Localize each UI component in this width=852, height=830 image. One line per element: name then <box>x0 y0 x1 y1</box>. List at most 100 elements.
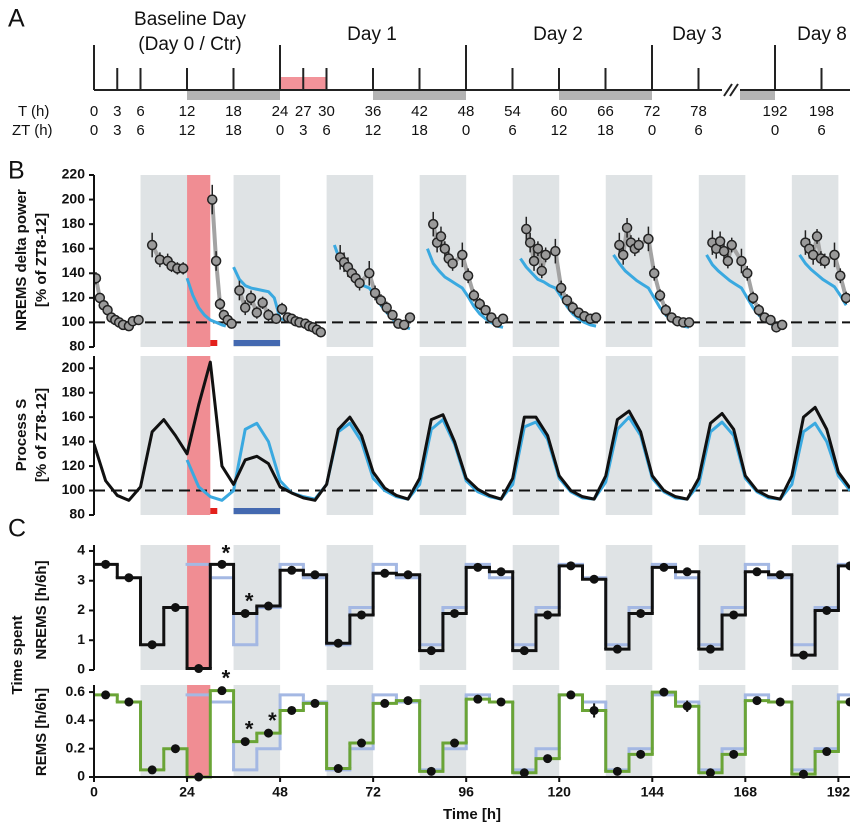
zt-tick-label: 0 <box>771 122 779 139</box>
data-point <box>435 231 447 242</box>
t-tick-label: 78 <box>690 103 707 120</box>
y-tick-label: 140 <box>62 432 86 448</box>
data-point <box>519 646 529 656</box>
sleep-deprivation <box>187 545 211 670</box>
y-tick-label: 0.6 <box>66 683 86 699</box>
sd-bar <box>210 340 218 346</box>
data-point <box>439 243 451 254</box>
data-point <box>705 644 715 654</box>
dark-period <box>791 175 839 347</box>
panel-label: A <box>8 5 25 33</box>
day-label: Day 8 <box>797 24 847 45</box>
data-point <box>659 687 669 697</box>
zt-tick-label: 0 <box>648 122 656 139</box>
data-point <box>540 249 551 261</box>
data-point <box>245 292 257 304</box>
data-point <box>354 277 365 289</box>
zt-tick-label: 3 <box>113 122 121 139</box>
data-point <box>170 603 180 612</box>
dark-period <box>605 175 653 347</box>
y-tick-label: 80 <box>69 506 85 522</box>
data-point <box>263 728 273 738</box>
data-point <box>287 565 297 575</box>
data-point <box>480 304 491 316</box>
y-tick-label: 0 <box>77 661 85 677</box>
data-point <box>403 570 413 580</box>
data-point <box>765 314 776 326</box>
x-tick-label: 96 <box>458 784 474 800</box>
data-point <box>426 766 436 776</box>
data-point <box>521 223 532 235</box>
zt-tick-label: 12 <box>551 122 568 139</box>
t-tick-label: 27 <box>295 103 312 120</box>
data-point <box>94 272 102 284</box>
data-point <box>427 218 439 230</box>
zt-tick-label: 6 <box>508 122 516 139</box>
data-point <box>457 249 468 261</box>
data-point <box>718 245 730 257</box>
y-tick-label: 180 <box>62 383 86 399</box>
data-point <box>589 705 599 715</box>
t-tick-label: 192 <box>762 103 787 120</box>
data-point <box>840 292 850 304</box>
data-point <box>550 245 561 257</box>
sleep-deprivation <box>187 175 211 347</box>
x-tick-label: 24 <box>179 784 195 800</box>
data-point <box>357 610 367 620</box>
y-axis-label: NREMS [h/6h] <box>33 560 50 659</box>
data-point <box>263 601 273 611</box>
data-point <box>240 608 250 618</box>
x-axis-label: Time [h] <box>443 806 501 823</box>
dark-period <box>698 356 746 515</box>
y-axis-label: [% of ZT8-12] <box>33 388 50 482</box>
t-tick-label: 48 <box>458 103 475 120</box>
data-point <box>206 194 218 205</box>
row-label: ZT (h) <box>12 122 53 139</box>
t-tick-label: 12 <box>179 103 196 120</box>
data-point <box>742 268 753 279</box>
sleep-deprivation <box>187 685 211 777</box>
zt-tick-label: 6 <box>694 122 702 139</box>
data-point <box>462 270 474 281</box>
x-tick-label: 144 <box>641 784 665 800</box>
data-point <box>543 610 553 620</box>
day-label: Baseline Day <box>134 9 246 30</box>
timeline-dark <box>373 90 466 100</box>
t-tick-label: 60 <box>551 103 568 120</box>
data-point <box>845 561 850 571</box>
data-point <box>752 696 762 706</box>
t-tick-label: 3 <box>113 103 121 120</box>
row-label: T (h) <box>18 103 49 120</box>
zt-tick-label: 18 <box>225 122 242 139</box>
data-point <box>561 295 573 306</box>
panel-label: B <box>8 157 25 185</box>
data-point <box>398 319 410 331</box>
t-tick-label: 72 <box>644 103 661 120</box>
data-point <box>819 255 831 267</box>
data-point <box>726 239 738 251</box>
data-point <box>636 608 646 618</box>
data-point <box>536 265 548 277</box>
data-point <box>775 697 785 707</box>
t-tick-label: 30 <box>318 103 335 120</box>
day-label: Day 1 <box>347 24 397 45</box>
data-point <box>146 239 158 251</box>
data-point <box>240 737 250 747</box>
data-point <box>380 698 390 708</box>
t-tick-label: 198 <box>809 103 834 120</box>
plot-area <box>94 545 850 674</box>
y-tick-label: 0 <box>77 768 85 784</box>
y-tick-label: 120 <box>62 457 86 473</box>
y-tick-label: 200 <box>62 190 86 206</box>
zt-tick-label: 12 <box>365 122 382 139</box>
data-point <box>333 764 343 774</box>
y-tick-label: 3 <box>77 571 85 587</box>
y-tick-label: 0.2 <box>66 739 86 755</box>
y-axis-label: NREMS delta power <box>13 189 30 331</box>
day-label: Day 2 <box>533 24 583 45</box>
t-tick-label: 18 <box>225 103 242 120</box>
data-point <box>747 292 759 304</box>
timeline-dark <box>740 90 775 100</box>
day-label: (Day 0 / Ctr) <box>138 34 241 55</box>
data-point <box>729 749 739 759</box>
